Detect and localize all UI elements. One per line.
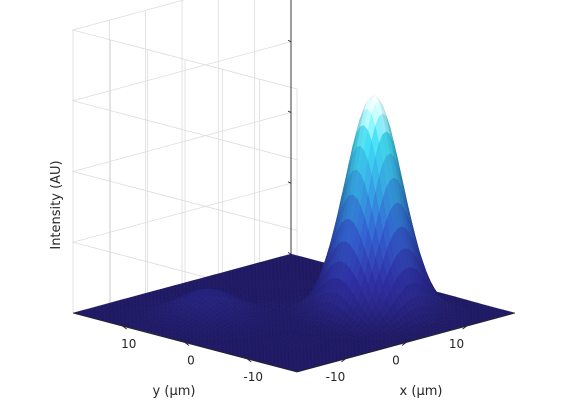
z-tick	[287, 181, 292, 184]
x-tick-label: -10	[326, 370, 346, 384]
y-tick	[122, 325, 128, 330]
x-tick-label: 0	[392, 354, 400, 368]
surface-mesh	[72, 95, 516, 373]
x-axis-label: x (μm)	[400, 384, 443, 399]
grid-line	[71, 41, 298, 161]
x-tick	[341, 358, 346, 363]
z-tick	[287, 39, 292, 43]
y-tick-label: 0	[187, 354, 195, 368]
z-axis	[287, 0, 292, 255]
y-axis-label: y (μm)	[153, 384, 196, 399]
y-tick-label: 10	[121, 337, 136, 351]
z-axis-label: Intensity (AU)	[49, 160, 64, 249]
y-axis: -10 0 10	[72, 312, 298, 384]
z-tick	[287, 110, 292, 113]
x-axis: -10 0 10	[296, 312, 516, 384]
x-tick-label: 10	[449, 337, 464, 351]
z-tick	[287, 252, 292, 255]
x-tick	[462, 325, 467, 330]
y-tick-label: -10	[243, 370, 263, 384]
grid-line	[71, 0, 298, 90]
x-tick	[401, 342, 407, 346]
y-tick	[246, 358, 252, 363]
y-tick	[184, 342, 190, 346]
grid-line	[71, 112, 298, 231]
